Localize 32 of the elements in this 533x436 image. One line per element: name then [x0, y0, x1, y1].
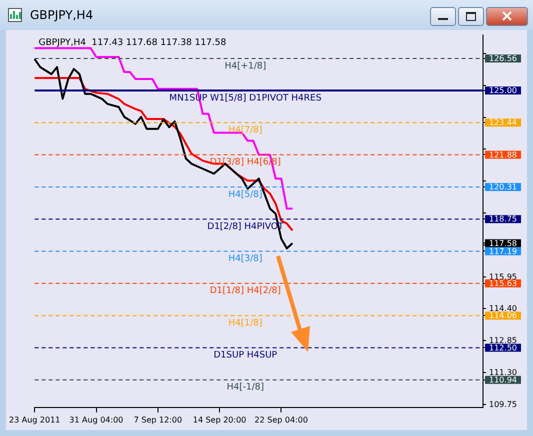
- y-tick-label: 118.75: [489, 214, 517, 224]
- y-tick-label: 109.75: [489, 400, 517, 409]
- x-tick-label: 7 Sep 12:00: [134, 415, 182, 424]
- y-tick-label: 123.44: [489, 118, 517, 128]
- ref-line-label: H4[7/8]: [228, 125, 262, 136]
- ref-line-label: H4[3/8]: [228, 254, 262, 264]
- y-tick-label: 115.63: [489, 278, 517, 288]
- y-tick-label: 115.95: [489, 272, 517, 282]
- ref-line-label: H4[-1/8]: [226, 382, 264, 393]
- y-tick-label: 110.94: [489, 375, 517, 384]
- ref-line-label: D1[1/8] H4[2/8]: [210, 286, 281, 296]
- y-tick-label: 125.00: [489, 86, 517, 96]
- x-tick-label: 31 Aug 04:00: [69, 415, 124, 424]
- y-tick-label: 114.06: [489, 311, 517, 320]
- y-tick-label: 117.58: [489, 238, 517, 248]
- y-tick-label: 112.85: [489, 336, 517, 346]
- ref-line-label: H4[1/8]: [228, 318, 262, 328]
- chart-subtitle: GBPJPY,H4 117.43 117.68 117.38 117.58: [38, 38, 226, 48]
- ref-line-label: H4[+1/8]: [224, 61, 266, 72]
- x-tick-label: 14 Sep 20:00: [192, 415, 246, 424]
- y-tick-label: 114.40: [489, 304, 517, 314]
- y-tick-label: 117.19: [489, 246, 517, 256]
- y-tick-label: 111.30: [489, 368, 517, 377]
- chart-title: GBPJPY,H4: [30, 8, 94, 22]
- ref-line-label: H4[5/8]: [228, 190, 262, 200]
- y-tick-label: 112.50: [489, 343, 517, 352]
- y-tick-label: 126.56: [489, 54, 517, 64]
- y-tick-label: 121.88: [489, 150, 517, 160]
- ref-line-label: D1SUP H4SUP: [214, 350, 278, 361]
- x-tick-label: 22 Sep 04:00: [254, 415, 308, 424]
- x-tick-label: 23 Aug 2011: [9, 415, 60, 424]
- y-tick-label: 120.31: [489, 182, 517, 192]
